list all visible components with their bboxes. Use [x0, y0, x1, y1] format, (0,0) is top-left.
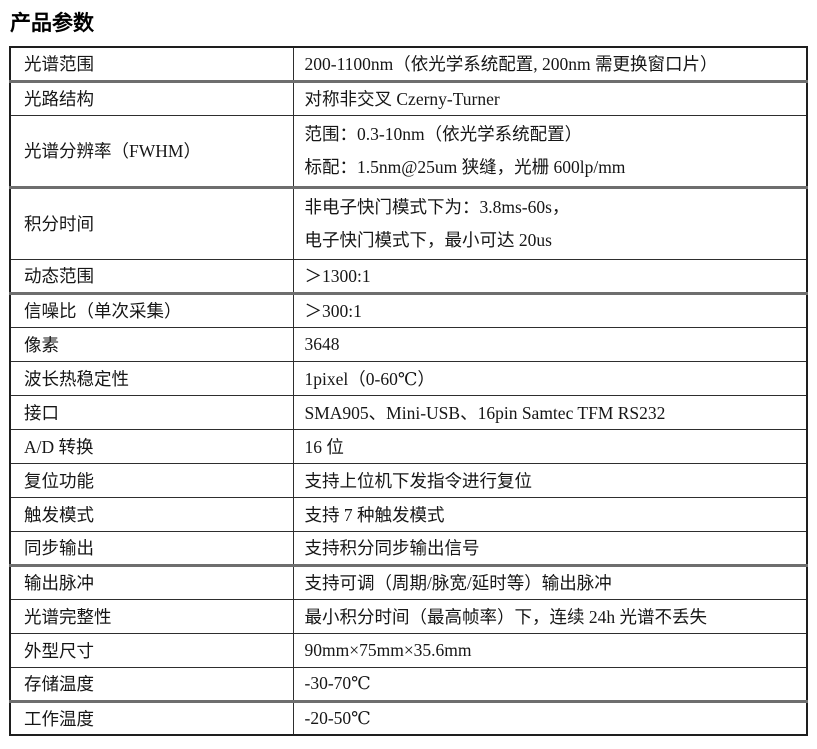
param-label: 存储温度: [9, 666, 294, 703]
table-row: 工作温度 -20-50℃: [9, 700, 808, 736]
param-value: 1pixel（0-60℃）: [292, 360, 808, 396]
param-value: 对称非交叉 Czerny-Turner: [292, 80, 808, 116]
table-row: 积分时间 非电子快门模式下为：3.8ms-60s， 电子快门模式下，最小可达 2…: [9, 186, 808, 260]
param-value: 最小积分时间（最高帧率）下，连续 24h 光谱不丢失: [292, 598, 808, 634]
param-value: 90mm×75mm×35.6mm: [292, 632, 808, 668]
param-label: 光路结构: [9, 80, 294, 116]
param-value: 支持积分同步输出信号: [292, 530, 808, 567]
table-row: A/D 转换 16 位: [9, 428, 808, 464]
param-label: 外型尺寸: [9, 632, 294, 668]
param-label: 像素: [9, 326, 294, 362]
table-row: 动态范围 ＞1300:1: [9, 258, 808, 295]
param-label: 信噪比（单次采集）: [9, 292, 294, 328]
product-parameters-table: 光谱范围 200-1100nm（依光学系统配置, 200nm 需更换窗口片） 光…: [9, 46, 808, 736]
page-title: 产品参数: [10, 12, 94, 35]
param-value: 支持 7 种触发模式: [292, 496, 808, 532]
param-value: ＞300:1: [292, 292, 808, 328]
param-value: -30-70℃: [292, 666, 808, 703]
param-label: 光谱范围: [9, 46, 294, 83]
param-value: 非电子快门模式下为：3.8ms-60s， 电子快门模式下，最小可达 20us: [292, 186, 808, 260]
table-row: 像素 3648: [9, 326, 808, 362]
param-value: 3648: [292, 326, 808, 362]
param-label: 输出脉冲: [9, 564, 294, 600]
param-value-line: 标配：1.5nm@25um 狭缝，光栅 600lp/mm: [304, 156, 626, 177]
param-value: ＞1300:1: [292, 258, 808, 295]
param-value-line: 电子快门模式下，最小可达 20us: [304, 229, 552, 250]
param-label: 接口: [9, 394, 294, 430]
param-value-line: 非电子快门模式下为：3.8ms-60s，: [304, 196, 570, 217]
param-label: 积分时间: [9, 186, 294, 260]
param-label: 同步输出: [9, 530, 294, 567]
param-value: 支持上位机下发指令进行复位: [292, 462, 808, 498]
param-label: 复位功能: [9, 462, 294, 498]
table-row: 光谱完整性 最小积分时间（最高帧率）下，连续 24h 光谱不丢失: [9, 598, 808, 634]
table-row: 信噪比（单次采集） ＞300:1: [9, 292, 808, 328]
table-row: 输出脉冲 支持可调（周期/脉宽/延时等）输出脉冲: [9, 564, 808, 600]
table-row: 接口 SMA905、Mini-USB、16pin Samtec TFM RS23…: [9, 394, 808, 430]
param-label: 波长热稳定性: [9, 360, 294, 396]
param-label: 光谱完整性: [9, 598, 294, 634]
param-label: 工作温度: [9, 700, 294, 736]
param-value: 范围：0.3-10nm（依光学系统配置） 标配：1.5nm@25um 狭缝，光栅…: [292, 114, 808, 189]
param-label: 触发模式: [9, 496, 294, 532]
table-row: 波长热稳定性 1pixel（0-60℃）: [9, 360, 808, 396]
param-label: A/D 转换: [9, 428, 294, 464]
param-label: 光谱分辨率（FWHM）: [9, 114, 294, 189]
table-row: 同步输出 支持积分同步输出信号: [9, 530, 808, 567]
param-value: -20-50℃: [292, 700, 808, 736]
param-value-line: 范围：0.3-10nm（依光学系统配置）: [304, 123, 583, 144]
table-row: 触发模式 支持 7 种触发模式: [9, 496, 808, 532]
table-row: 外型尺寸 90mm×75mm×35.6mm: [9, 632, 808, 668]
param-value: 16 位: [292, 428, 808, 464]
param-value: 支持可调（周期/脉宽/延时等）输出脉冲: [292, 564, 808, 600]
table-row: 存储温度 -30-70℃: [9, 666, 808, 703]
table-row: 光谱范围 200-1100nm（依光学系统配置, 200nm 需更换窗口片）: [9, 46, 808, 83]
param-value: 200-1100nm（依光学系统配置, 200nm 需更换窗口片）: [292, 46, 808, 83]
param-label: 动态范围: [9, 258, 294, 295]
table-row: 光路结构 对称非交叉 Czerny-Turner: [9, 80, 808, 116]
table-row: 复位功能 支持上位机下发指令进行复位: [9, 462, 808, 498]
table-row: 光谱分辨率（FWHM） 范围：0.3-10nm（依光学系统配置） 标配：1.5n…: [9, 114, 808, 189]
param-value: SMA905、Mini-USB、16pin Samtec TFM RS232: [292, 394, 808, 430]
